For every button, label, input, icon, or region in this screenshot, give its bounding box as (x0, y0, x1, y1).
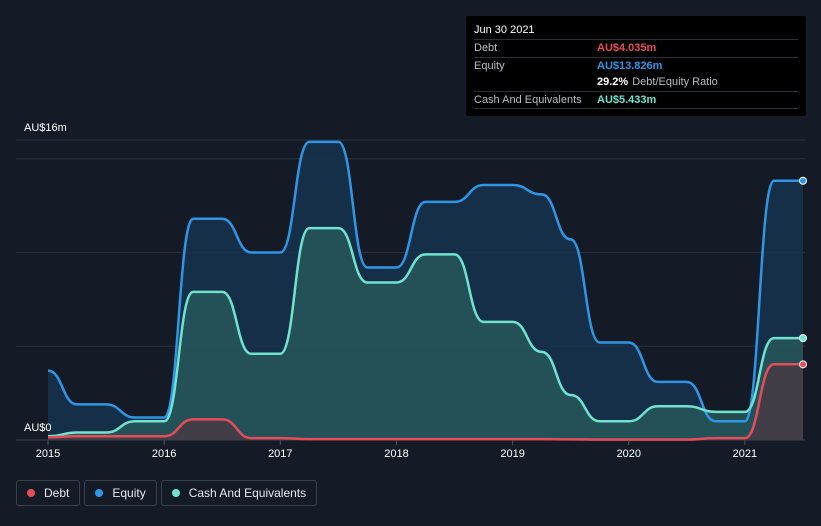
debt-line (47, 363, 803, 441)
x-tick-label: 2019 (500, 448, 524, 460)
debt-dot-icon (27, 489, 35, 497)
x-tick-label: 2021 (733, 448, 757, 460)
y-axis-top-label: AU$16m (24, 122, 67, 134)
equity-end-point (799, 176, 807, 185)
tooltip-equity-label: Equity (474, 59, 505, 72)
x-axis-ticks: 2015 2016 2017 2018 2019 2020 2021 (36, 440, 757, 460)
chart-series-lines (47, 140, 803, 441)
chart-tooltip: Jun 30 2021 Debt AU$4.035m Equity AU$13.… (466, 16, 806, 116)
tooltip-equity-value: AU$13.826m (597, 59, 663, 72)
cash-area (48, 228, 803, 440)
x-tick-label: 2018 (384, 448, 408, 460)
tooltip-ratio-value: 29.2% (597, 76, 629, 88)
cash-end-point (799, 334, 807, 343)
debt-end-point (799, 360, 807, 369)
tooltip-date: Jun 30 2021 (474, 24, 535, 36)
tooltip-equity-row: Equity AU$13.826m (474, 56, 798, 75)
tooltip-debt-row: Debt AU$4.035m (474, 39, 798, 57)
cash-dot-icon (171, 489, 180, 497)
legend-item-equity[interactable]: Equity (84, 480, 157, 506)
chart-series-areas (48, 141, 803, 440)
tooltip-ratio-row: 29.2% Debt/Equity Ratio (474, 74, 798, 91)
legend-item-debt[interactable]: Debt (16, 480, 81, 506)
tooltip-cash-label: Cash And Equivalents (474, 93, 582, 106)
tooltip-debt-label: Debt (474, 42, 498, 54)
cash-line (47, 226, 803, 438)
legend-equity-label: Equity (112, 486, 146, 500)
chart-end-markers (799, 176, 807, 369)
tooltip-cash-value: AU$5.433m (597, 93, 657, 106)
legend-cash-label: Cash And Equivalents (188, 486, 307, 500)
x-tick-label: 2017 (268, 448, 292, 460)
y-axis-bottom-label: AU$0 (24, 422, 52, 434)
x-tick-label: 2020 (617, 448, 641, 460)
x-tick-label: 2016 (152, 448, 176, 460)
tooltip-cash-row: Cash And Equivalents AU$5.433m (474, 90, 798, 109)
equity-dot-icon (95, 489, 104, 497)
x-tick-label: 2015 (36, 448, 60, 460)
legend-debt-label: Debt (44, 486, 70, 500)
chart-legend: Debt Equity Cash And Equivalents (16, 480, 321, 508)
tooltip-debt-value: AU$4.035m (597, 42, 657, 54)
chart-canvas: 2015 2016 2017 2018 2019 2020 2021 (16, 139, 807, 460)
tooltip-ratio-label: Debt/Equity Ratio (632, 76, 718, 88)
equity-line (47, 140, 803, 423)
legend-item-cash[interactable]: Cash And Equivalents (160, 480, 318, 506)
